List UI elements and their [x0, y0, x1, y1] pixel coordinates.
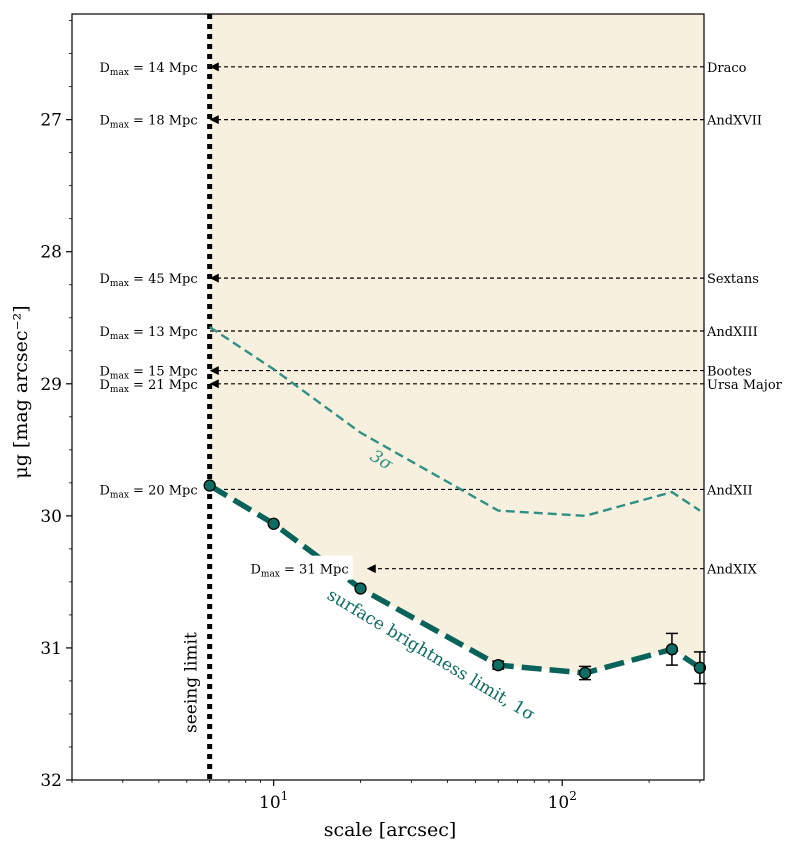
galaxy-label-bootes: Bootes: [707, 365, 752, 380]
y-tick-label: 30: [40, 507, 62, 527]
sb-1sigma-point: [665, 643, 679, 656]
dmax-label-andxix: Dmax = 31 Mpc: [250, 563, 348, 580]
dmax-label-andxvii: Dmax = 18 Mpc: [99, 114, 197, 131]
dmax-label-bootes: Dmax = 15 Mpc: [99, 365, 197, 382]
shaded-detectable-region: [209, 14, 704, 674]
galaxy-label-draco: Draco: [707, 61, 747, 76]
y-tick-label: 28: [40, 243, 62, 263]
dmax-label-draco: Dmax = 14 Mpc: [99, 61, 197, 78]
sb-1sigma-point: [354, 582, 367, 595]
galaxy-label-andxii: AndXII: [706, 483, 753, 498]
x-tick-label: 102: [548, 789, 577, 813]
y-tick-label: 32: [40, 771, 62, 791]
y-tick-label: 27: [40, 111, 62, 131]
shaded-region-layer: [209, 14, 704, 674]
seeing-limit-label: seeing limit: [182, 632, 202, 733]
sb-1sigma-point: [267, 517, 280, 530]
y-axis-title: μg [mag arcsec⁻²]: [10, 305, 32, 478]
galaxy-label-andxiii: AndXIII: [706, 325, 758, 340]
galaxy-label-andxvii: AndXVII: [706, 114, 762, 129]
galaxy-label-andxix: AndXIX: [706, 563, 757, 578]
galaxy-label-sextans: Sextans: [707, 272, 759, 287]
reference-lines-layer: [207, 14, 704, 780]
dmax-label-bg: [240, 555, 353, 580]
sb-1sigma-point: [203, 479, 216, 492]
sb-1sigma-point: [693, 661, 707, 674]
y-tick-label: 31: [40, 639, 62, 659]
dmax-label-sextans: Dmax = 45 Mpc: [99, 272, 197, 289]
sb-3sigma-line: [209, 326, 701, 518]
x-tick-label: 101: [259, 789, 288, 813]
plot-frame: [71, 13, 705, 781]
dmax-label-ursa-major: Dmax = 21 Mpc: [99, 378, 197, 395]
x-axis-title: scale [arcsec]: [324, 819, 457, 841]
series-layer: [203, 326, 707, 685]
sb-1sigma-point: [492, 658, 505, 672]
y-tick-label: 29: [40, 375, 62, 395]
axes-layer: 27 28 29 30 31 32 101 102 scale [arcsec] μg [mag …: [10, 13, 705, 841]
dmax-label-andxiii: Dmax = 13 Mpc: [99, 325, 197, 342]
sb-1sigma-point: [578, 666, 592, 680]
dmax-label-andxii: Dmax = 20 Mpc: [99, 483, 197, 500]
galaxy-label-ursa-major: Ursa Major: [707, 378, 783, 393]
